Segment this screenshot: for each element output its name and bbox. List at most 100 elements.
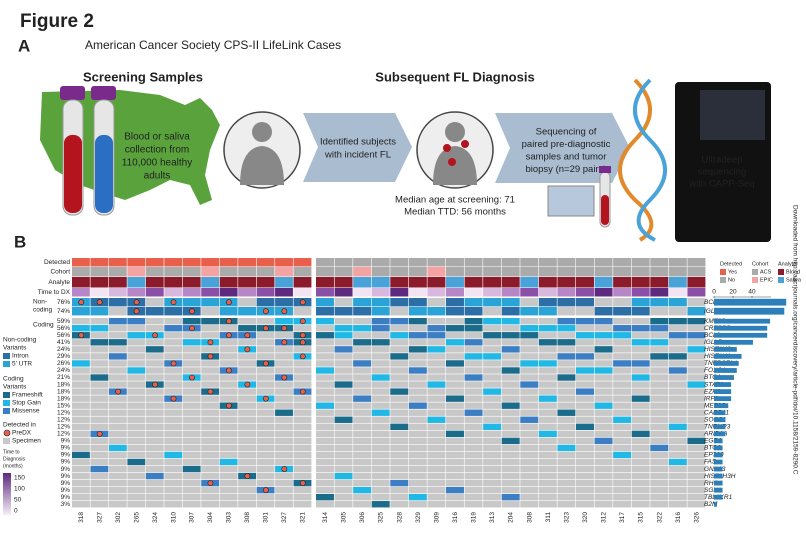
bar (714, 438, 723, 444)
heatmap-cell (293, 444, 312, 452)
heatmap-cell (501, 465, 520, 473)
heatmap-cell (108, 374, 127, 381)
heatmap-cell (238, 451, 257, 459)
heatmap-cell (90, 494, 109, 501)
heatmap-cell (668, 437, 687, 445)
track-cell (538, 267, 557, 277)
heatmap-cell (687, 458, 706, 466)
heatmap-cell (371, 472, 390, 480)
percent-label: 12% (57, 424, 70, 431)
collection-text: Blood or saliva (124, 132, 190, 143)
heatmap-cell (127, 360, 146, 367)
heatmap-cell (164, 479, 183, 487)
heatmap-cell (464, 444, 483, 452)
percent-label: 76% (57, 299, 70, 306)
heatmap-cell (334, 367, 353, 374)
heatmap-cell (501, 451, 520, 459)
percent-label: 12% (57, 416, 70, 423)
track-cell (182, 277, 201, 288)
heatmap-cell (464, 451, 483, 459)
heatmap-cell (72, 458, 90, 466)
heatmap-cell (164, 501, 183, 508)
predx-dot (244, 473, 251, 479)
heatmap-cell (334, 423, 353, 430)
sample-label: 317 (619, 512, 626, 523)
median-ttd: Median TTD: 56 months (404, 207, 506, 218)
legend-text: Saliva (786, 277, 802, 283)
heatmap-cell (182, 367, 201, 374)
heatmap-cell (127, 458, 146, 466)
panel-label: A (18, 36, 30, 55)
predx-dot (226, 332, 232, 339)
heatmap-cell (613, 374, 632, 381)
heatmap-cell (427, 298, 446, 307)
track-cell (520, 288, 539, 297)
heatmap-cell (182, 423, 201, 430)
heatmap-cell (501, 332, 520, 339)
heatmap-cell (316, 465, 334, 473)
heatmap-cell (594, 318, 613, 325)
heatmap-cell (201, 416, 220, 423)
silhouette (252, 122, 272, 142)
track-cell (293, 277, 312, 288)
heatmap-cell (501, 339, 520, 346)
heatmap-cell (464, 423, 483, 430)
heatmap-cell (520, 486, 539, 494)
heatmap-cell (687, 472, 706, 480)
heatmap-cell (316, 402, 334, 409)
heatmap-cell (594, 444, 613, 452)
heatmap-cell (256, 494, 275, 501)
heatmap-cell (275, 458, 293, 466)
heatmap-cell (464, 353, 483, 360)
heatmap-cell (353, 318, 372, 325)
gene-label: EP300 (704, 452, 724, 459)
heatmap-cell (353, 298, 372, 307)
heatmap-cell (127, 465, 146, 473)
heatmap-cell (446, 416, 464, 423)
heatmap-cell (145, 486, 164, 494)
heatmap-cell (501, 423, 520, 430)
heatmap-cell (687, 423, 706, 430)
track-cell (483, 288, 502, 297)
heatmap-cell (538, 388, 557, 395)
heatmap-cell (371, 360, 390, 367)
heatmap-cell (108, 381, 127, 388)
track-cell (334, 277, 353, 288)
heatmap-cell (293, 423, 312, 430)
heatmap-cell (464, 339, 483, 346)
arrow (495, 113, 630, 183)
heatmap-cell (594, 402, 613, 409)
track-cell (334, 267, 353, 277)
heatmap-cell (687, 318, 706, 325)
sample-label: 321 (299, 512, 306, 523)
heatmap-cell (293, 381, 312, 388)
heatmap-cell (72, 374, 90, 381)
heatmap-cell (256, 444, 275, 452)
heatmap-cell (650, 494, 669, 501)
heatmap-cell (687, 332, 706, 339)
heatmap-cell (316, 444, 334, 452)
heatmap-cell (256, 409, 275, 416)
track-cell (256, 288, 275, 297)
track-cell (613, 288, 632, 297)
heatmap-cell (201, 501, 220, 508)
heatmap-cell (427, 307, 446, 316)
heatmap-cell (390, 486, 409, 494)
heatmap-cell (371, 444, 390, 452)
heatmap-cell (145, 479, 164, 487)
heatmap-cell (275, 494, 293, 501)
predx-dot (207, 353, 214, 360)
heatmap-cell (576, 325, 594, 332)
heatmap-cell (576, 423, 594, 430)
heatmap-cell (446, 465, 464, 473)
heatmap-cell (687, 298, 706, 307)
heatmap-cell (371, 346, 390, 353)
heatmap-cell (182, 458, 201, 466)
gene-label: BTG2 (704, 445, 721, 452)
track-cell (316, 258, 334, 267)
heatmap-cell (687, 444, 706, 452)
heatmap-cell (353, 381, 372, 388)
heatmap-cell (464, 486, 483, 494)
heatmap-cell (501, 444, 520, 452)
heatmap-cell (668, 388, 687, 395)
